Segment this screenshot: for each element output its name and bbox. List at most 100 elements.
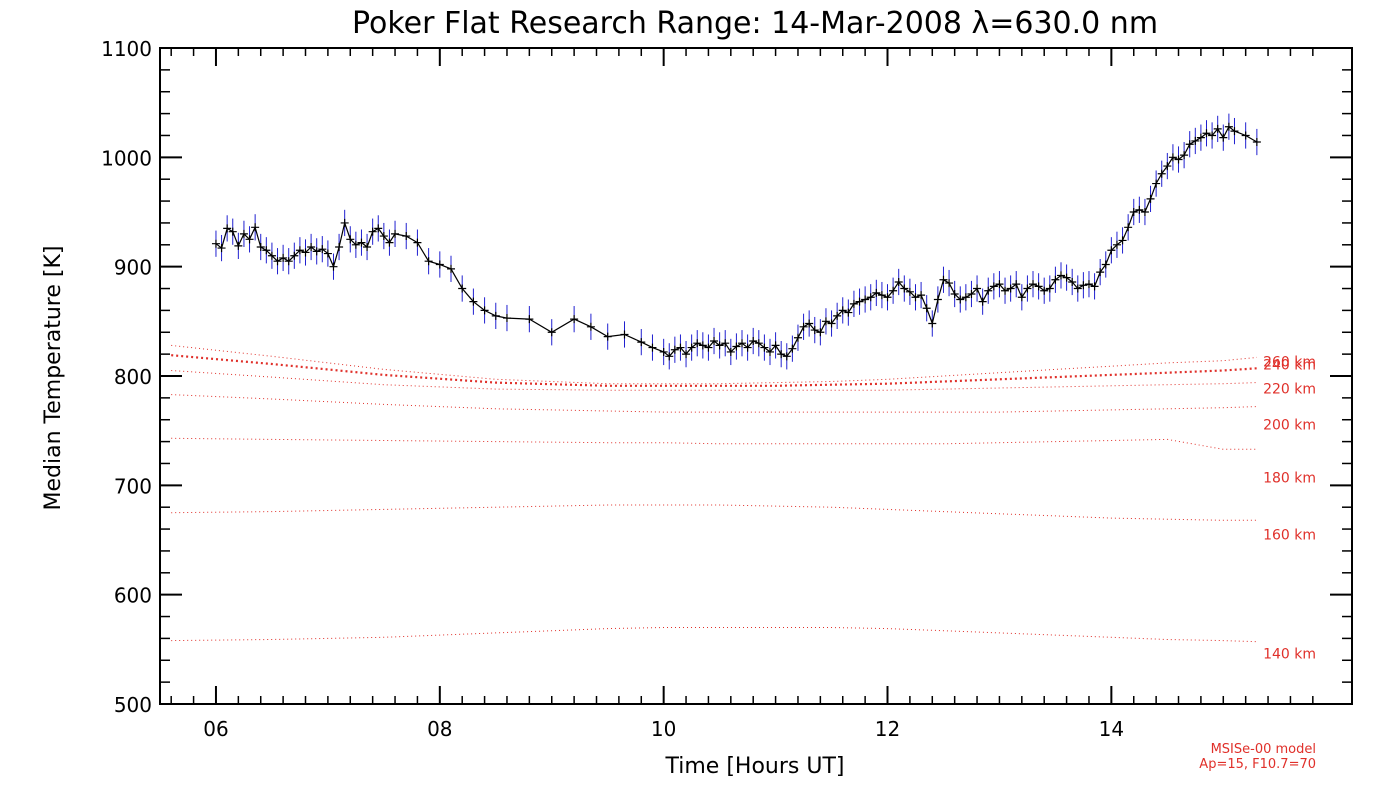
data-point-marker xyxy=(889,286,898,295)
data-point-marker xyxy=(368,227,377,236)
data-point-marker xyxy=(956,295,965,304)
model-curve-label: 140 km xyxy=(1263,647,1316,663)
data-point-marker xyxy=(855,297,864,306)
data-point-marker xyxy=(262,246,271,255)
data-point-marker xyxy=(1241,131,1250,140)
data-point-marker xyxy=(267,251,276,260)
data-point-marker xyxy=(754,339,763,348)
model-curve-label: 240 km xyxy=(1263,357,1316,373)
data-point-marker xyxy=(849,299,858,308)
data-point-marker xyxy=(1185,140,1194,149)
data-point-marker xyxy=(279,253,288,262)
data-point-marker xyxy=(1191,136,1200,145)
model-params-note: Ap=15, F10.7=70 xyxy=(1199,757,1316,772)
x-tick-label: 14 xyxy=(1099,717,1124,741)
data-point-marker xyxy=(967,290,976,298)
data-point-marker xyxy=(721,339,730,348)
data-point-marker xyxy=(917,291,926,300)
data-point-marker xyxy=(329,262,338,271)
data-point-marker xyxy=(676,343,685,352)
data-point-marker xyxy=(1180,151,1189,160)
data-point-marker xyxy=(1096,268,1105,277)
data-point-marker xyxy=(738,339,747,348)
data-point-marker xyxy=(877,291,886,300)
y-tick-label: 900 xyxy=(114,256,152,280)
data-point-marker xyxy=(447,264,456,273)
data-point-marker xyxy=(357,238,366,247)
y-tick-label: 800 xyxy=(114,365,152,389)
data-point-marker xyxy=(469,297,478,306)
data-point-marker xyxy=(665,352,674,361)
data-point-marker xyxy=(603,332,612,341)
data-point-marker xyxy=(1017,293,1026,302)
data-point-marker xyxy=(939,275,948,284)
data-point-marker xyxy=(950,290,959,298)
x-tick-label: 06 xyxy=(203,717,228,741)
data-point-marker xyxy=(1079,281,1088,290)
data-point-marker xyxy=(217,244,226,253)
data-point-marker xyxy=(223,224,232,233)
data-point-marker xyxy=(1068,277,1077,286)
data-point-marker xyxy=(816,328,825,337)
model-curve-180-km xyxy=(171,437,1257,450)
data-point-marker xyxy=(1163,162,1172,171)
data-point-marker xyxy=(295,246,304,255)
data-point-marker xyxy=(844,308,853,317)
data-point-marker xyxy=(799,322,808,331)
data-point-marker xyxy=(989,282,998,291)
y-tick-label: 600 xyxy=(114,584,152,608)
x-axis-label: Time [Hours UT] xyxy=(665,754,845,779)
data-point-marker xyxy=(1062,273,1071,282)
data-point-marker xyxy=(693,339,702,348)
model-curve-label: 220 km xyxy=(1263,382,1316,398)
data-point-marker xyxy=(318,245,327,254)
data-point-marker xyxy=(1118,236,1127,245)
data-point-marker xyxy=(933,295,942,304)
data-point-marker xyxy=(228,227,237,236)
data-point-marker xyxy=(413,238,422,247)
y-tick-label: 700 xyxy=(114,474,152,498)
data-point-marker xyxy=(385,238,394,247)
x-tick-label: 12 xyxy=(875,717,900,741)
data-point-marker xyxy=(810,326,819,335)
data-point-marker xyxy=(363,242,372,251)
data-point-marker xyxy=(1202,129,1211,138)
y-tick-label: 1100 xyxy=(101,37,152,61)
data-point-marker xyxy=(710,337,719,346)
data-point-marker xyxy=(1230,127,1239,136)
data-point-marker xyxy=(984,286,993,295)
data-point-marker xyxy=(284,257,293,266)
y-axis-label: Median Temperature [K] xyxy=(41,246,66,511)
data-point-marker xyxy=(435,260,444,269)
data-point-marker xyxy=(458,284,467,293)
data-point-marker xyxy=(1051,275,1060,284)
model-curve-160-km xyxy=(171,504,1257,521)
x-tick-label: 08 xyxy=(427,717,452,741)
data-point-marker xyxy=(765,347,774,356)
data-point-marker xyxy=(525,315,534,324)
data-point-marker xyxy=(928,319,937,328)
data-point-marker xyxy=(301,248,310,257)
data-point-marker xyxy=(1084,280,1093,289)
data-point-marker xyxy=(251,223,260,232)
data-point-marker xyxy=(1040,286,1049,295)
data-point-marker xyxy=(945,279,954,288)
data-point-marker xyxy=(760,343,769,352)
data-point-marker xyxy=(732,342,741,351)
data-point-marker xyxy=(290,251,299,260)
data-point-marker xyxy=(1152,179,1161,188)
data-point-marker xyxy=(922,304,931,313)
data-point-marker xyxy=(1168,153,1177,162)
y-tick-label: 1000 xyxy=(101,146,152,170)
model-curve-label: 200 km xyxy=(1263,418,1316,434)
data-point-marker xyxy=(402,232,411,241)
data-point-marker xyxy=(245,235,254,244)
data-point-marker xyxy=(978,297,987,306)
data-point-marker xyxy=(424,257,433,266)
data-point-marker xyxy=(391,229,400,238)
data-point-marker xyxy=(234,241,243,250)
data-point-marker xyxy=(827,319,836,328)
data-point-marker xyxy=(883,293,892,302)
data-point-marker xyxy=(637,338,646,347)
data-point-marker xyxy=(502,314,511,323)
